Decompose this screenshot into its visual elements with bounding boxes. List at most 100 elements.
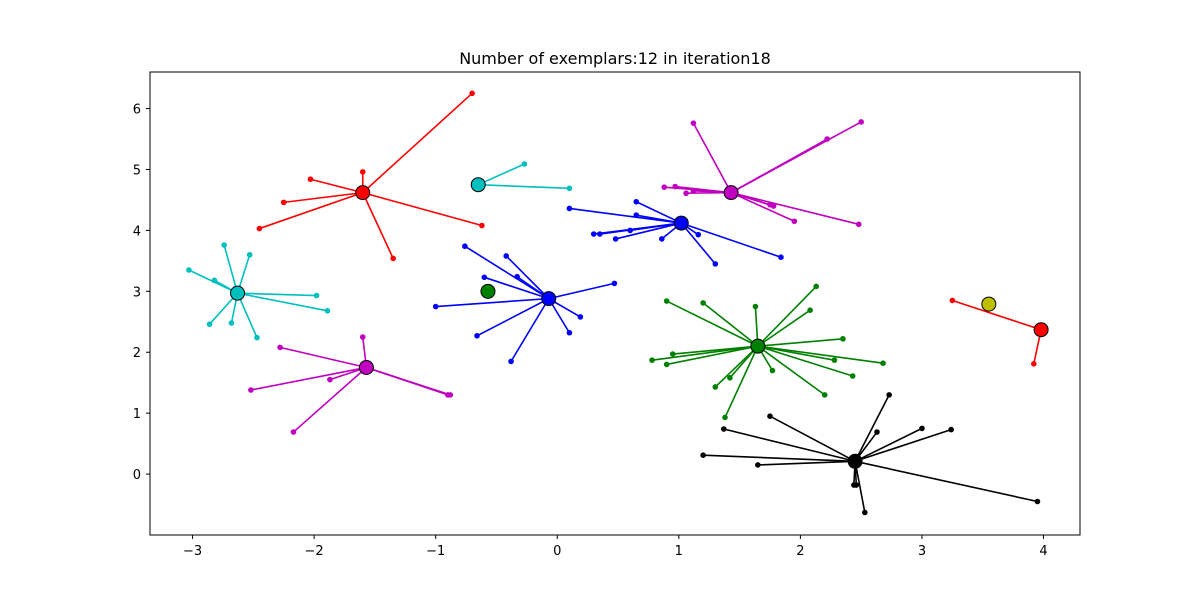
cluster-link-4 [237,292,317,297]
cluster-link-5 [505,255,550,300]
member-point-8 [752,303,759,310]
member-point-4 [186,267,192,273]
member-point-11 [948,426,954,433]
y-tick-label: 5 [133,163,141,178]
member-point-8 [821,392,828,398]
exemplar-point-6 [480,283,496,299]
member-point-3 [712,261,719,267]
member-point-5 [566,329,573,336]
cluster-link-11 [854,460,1038,503]
member-point-8 [663,298,670,304]
exemplar-point-3 [673,215,689,231]
member-point-0 [256,225,263,232]
member-point-4 [211,277,218,284]
member-point-0 [307,176,314,183]
member-point-8 [880,360,886,367]
y-tick-label: 2 [133,346,141,361]
cluster-link-11 [703,454,856,463]
cluster-link-5 [548,282,615,300]
member-point-4 [228,320,235,326]
member-point-2 [690,120,697,126]
member-point-3 [633,212,640,218]
member-point-5 [577,314,584,320]
exemplar-point-2 [723,185,739,201]
member-point-11 [874,429,880,435]
cluster-link-11 [723,428,856,463]
member-point-5 [514,273,520,280]
member-point-11 [886,392,892,398]
member-point-3 [597,231,603,237]
member-point-0 [359,169,366,175]
axes-frame [149,71,1081,536]
member-point-11 [1034,498,1041,505]
cluster-link-8 [757,345,853,377]
cluster-link-1 [478,183,570,190]
cluster-link-0 [283,191,363,204]
exemplar-point-1 [470,177,486,193]
cluster-link-0 [259,191,364,230]
member-point-11 [755,462,761,468]
member-point-2 [855,221,862,228]
exemplar-point-10 [1033,322,1049,338]
cluster-link-0 [362,92,473,194]
member-point-8 [727,375,733,381]
member-point-3 [659,236,665,242]
cluster-link-8 [714,345,759,388]
cluster-link-8 [672,345,758,355]
member-point-8 [831,357,838,363]
member-point-2 [791,218,798,225]
member-point-0 [390,255,396,262]
member-point-11 [853,482,860,488]
cluster-link-0 [362,192,394,259]
member-point-3 [627,227,633,234]
cluster-link-8 [757,345,884,364]
cluster-link-8 [666,300,759,347]
member-point-2 [770,203,777,209]
member-point-1 [521,161,528,167]
member-point-4 [324,308,331,314]
cluster-link-8 [666,345,759,366]
x-tick-label: 2 [796,544,804,559]
cluster-link-0 [310,178,363,194]
member-point-5 [611,280,618,287]
x-tick-label: 1 [675,544,683,559]
member-point-11 [721,426,727,432]
member-point-3 [590,231,597,237]
member-point-8 [649,357,655,363]
cluster-link-3 [569,207,682,224]
member-point-5 [432,303,439,310]
member-point-5 [474,332,480,339]
member-point-4 [313,292,320,299]
member-point-2 [690,187,697,194]
cluster-link-7 [250,366,367,391]
member-point-3 [633,198,640,205]
member-point-4 [246,251,253,258]
member-point-0 [479,222,485,229]
member-point-11 [862,509,868,516]
member-point-0 [280,199,287,206]
y-tick-label: 0 [133,468,141,483]
cluster-link-2 [730,191,859,226]
member-point-5 [503,253,509,259]
cluster-link-0 [362,191,483,227]
member-point-1 [566,185,573,192]
cluster-link-11 [769,415,856,462]
cluster-link-2 [730,191,795,222]
cluster-link-1 [477,163,525,186]
cluster-link-8 [757,309,811,347]
member-point-7 [447,392,454,398]
member-point-2 [661,184,668,190]
member-point-7 [290,429,297,435]
exemplar-point-11 [847,453,863,469]
member-point-4 [206,321,213,328]
y-tick-label: 4 [133,224,141,239]
cluster-link-11 [854,428,952,463]
y-tick-label: 3 [133,285,141,300]
member-point-3 [695,231,702,238]
cluster-link-2 [692,122,732,194]
cluster-link-7 [292,366,367,433]
member-point-3 [612,236,619,242]
member-point-7 [248,387,254,393]
